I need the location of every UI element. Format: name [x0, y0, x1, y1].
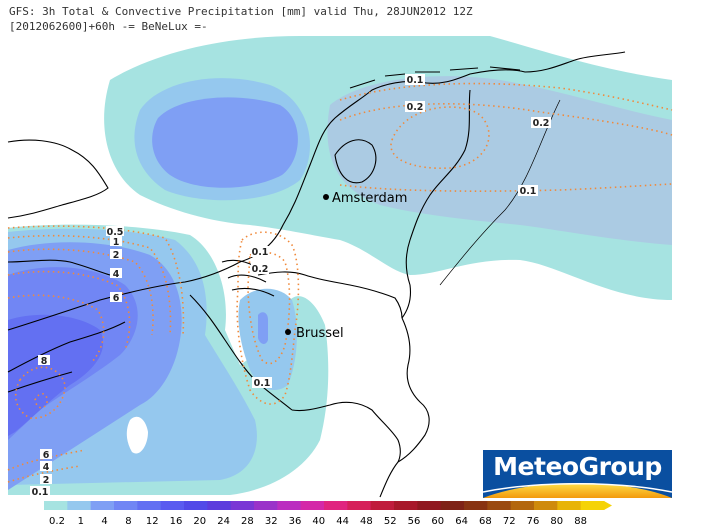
legend-label: 44 — [336, 516, 349, 527]
legend-label: 0.2 — [49, 516, 65, 527]
city-amsterdam: Amsterdam — [323, 191, 407, 206]
legend-label: 68 — [479, 516, 492, 527]
legend-label: 28 — [241, 516, 254, 527]
legend-swatch — [44, 501, 68, 510]
legend-swatch — [417, 501, 442, 510]
svg-text:0.2: 0.2 — [533, 118, 550, 129]
contour-label: 0.2 — [251, 263, 269, 275]
legend-swatch — [370, 501, 395, 510]
legend-label: 1 — [78, 516, 84, 527]
legend-swatch — [347, 501, 372, 510]
svg-text:0.2: 0.2 — [407, 102, 424, 113]
contour-label: 8 — [38, 355, 50, 367]
legend-label: 72 — [503, 516, 516, 527]
legend-swatch — [394, 501, 418, 510]
legend-label: 24 — [217, 516, 230, 527]
map-title: GFS: 3h Total & Convective Precipitation… — [9, 5, 473, 18]
legend-swatch — [324, 501, 348, 510]
svg-text:0.1: 0.1 — [407, 75, 424, 86]
legend-swatch — [67, 501, 92, 510]
contour-label: 0.1 — [252, 377, 272, 389]
contour-label: 2 — [110, 249, 122, 261]
precipitation-shading — [8, 36, 673, 495]
svg-text:Brussel: Brussel — [296, 326, 344, 341]
legend-swatch — [207, 501, 232, 510]
contour-label: 6 — [40, 449, 52, 461]
precipitation-legend: 0.2 1 4 8 12 16 20 24 28 32 36 40 44 48 52 56 60 64 68 72 76… — [44, 501, 612, 527]
legend-swatch — [277, 501, 302, 510]
legend-label: 56 — [408, 516, 421, 527]
legend-label: 8 — [125, 516, 131, 527]
precipitation-contours — [7, 82, 673, 483]
legend-swatch — [557, 501, 582, 510]
legend-label: 64 — [455, 516, 468, 527]
svg-text:6: 6 — [43, 450, 50, 461]
contour-label: 0.5 — [106, 226, 124, 238]
legend-swatch — [534, 501, 558, 510]
contour-labels: 0.1 0.2 0.2 0.1 0.1 0.2 0.5 1 2 4 6 8 6 … — [30, 74, 551, 498]
contour-label: 4 — [40, 461, 52, 473]
svg-text:6: 6 — [113, 293, 120, 304]
legend-swatch — [300, 501, 325, 510]
legend-arrow-icon — [604, 501, 612, 510]
svg-text:0.1: 0.1 — [252, 247, 269, 258]
coastlines-and-borders — [7, 51, 626, 498]
legend-swatch — [440, 501, 465, 510]
legend-label: 40 — [312, 516, 325, 527]
legend-swatch — [230, 501, 255, 510]
city-dot-icon — [323, 194, 329, 200]
svg-text:0.2: 0.2 — [252, 264, 269, 275]
city-brussel: Brussel — [285, 326, 344, 341]
svg-text:0.1: 0.1 — [520, 186, 537, 197]
legend-label: 80 — [550, 516, 563, 527]
legend-label: 76 — [527, 516, 540, 527]
legend-swatch — [160, 501, 185, 510]
svg-text:0.1: 0.1 — [254, 378, 271, 389]
legend-swatch — [464, 501, 488, 510]
legend-label: 20 — [193, 516, 206, 527]
contour-label: 6 — [110, 292, 122, 304]
legend-label: 12 — [146, 516, 159, 527]
city-dot-icon — [285, 329, 291, 335]
svg-text:8: 8 — [41, 356, 48, 367]
legend-swatch — [137, 501, 162, 510]
legend-label: 32 — [265, 516, 278, 527]
legend-label: 88 — [574, 516, 587, 527]
svg-text:4: 4 — [113, 269, 120, 280]
legend-label: 52 — [384, 516, 397, 527]
contour-label: 1 — [110, 236, 122, 248]
legend-swatch — [510, 501, 535, 510]
svg-text:4: 4 — [43, 462, 50, 473]
logo-sunrise-icon — [483, 483, 672, 498]
legend-swatch — [114, 501, 138, 510]
contour-label: 0.2 — [405, 101, 425, 113]
legend-swatch — [254, 501, 278, 510]
meteogroup-logo: MeteoGroup — [483, 450, 672, 498]
legend-swatch — [580, 501, 605, 510]
svg-text:0.1: 0.1 — [32, 487, 49, 498]
legend-label: 60 — [431, 516, 444, 527]
svg-text:2: 2 — [43, 475, 50, 486]
contour-label: 0.1 — [251, 246, 269, 258]
legend-label: 48 — [360, 516, 373, 527]
legend-swatch — [184, 501, 208, 510]
contour-label: 0.1 — [30, 486, 50, 498]
svg-text:1: 1 — [113, 237, 120, 248]
contour-label: 0.2 — [531, 117, 551, 129]
svg-text:2: 2 — [113, 250, 120, 261]
svg-text:0.5: 0.5 — [107, 227, 124, 238]
contour-label: 2 — [40, 474, 52, 486]
logo-text: MeteoGroup — [493, 452, 662, 481]
legend-swatch — [487, 501, 512, 510]
legend-label: 16 — [170, 516, 183, 527]
legend-label: 4 — [101, 516, 107, 527]
contour-label: 0.1 — [405, 74, 425, 86]
svg-text:Amsterdam: Amsterdam — [332, 191, 407, 206]
map-subtitle: [2012062600]+60h -= BeNeLux =- — [9, 20, 208, 33]
contour-label: 0.1 — [518, 185, 538, 197]
legend-swatch — [90, 501, 115, 510]
contour-label: 4 — [110, 268, 122, 280]
legend-label: 36 — [289, 516, 302, 527]
